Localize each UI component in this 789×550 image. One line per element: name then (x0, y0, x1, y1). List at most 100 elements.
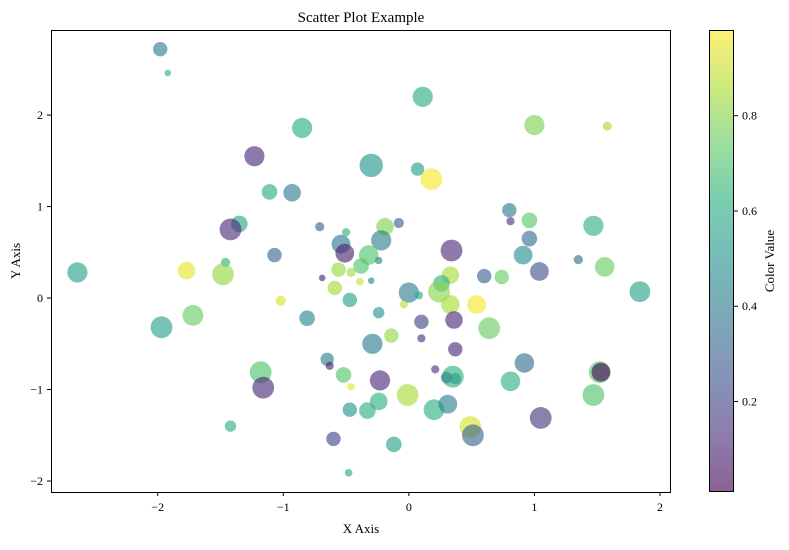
scatter-point (371, 230, 392, 251)
scatter-point (414, 314, 429, 329)
x-axis-label: X Axis (343, 521, 379, 536)
scatter-point (344, 469, 353, 477)
colorbar-frame (709, 30, 734, 492)
scatter-point (477, 268, 492, 284)
scatter-point (150, 316, 173, 339)
scatter-point (331, 262, 346, 277)
points-layer (67, 42, 651, 477)
scatter-point (445, 311, 463, 329)
scatter-point (335, 367, 352, 383)
scatter-point (431, 365, 440, 374)
y-tick-label: −1 (30, 383, 43, 397)
scatter-point (299, 310, 315, 327)
scatter-point (428, 280, 450, 303)
y-tick-label: −2 (30, 474, 43, 488)
scatter-point (342, 292, 357, 308)
x-tick-label: 1 (531, 500, 537, 514)
scatter-point (440, 239, 463, 262)
y-tick-label: 1 (37, 200, 43, 214)
scatter-point (153, 42, 168, 57)
colorbar-tick-label: 0.4 (742, 299, 757, 313)
scatter-point (524, 115, 545, 136)
plot-frame (51, 30, 671, 493)
scatter-point (219, 218, 242, 241)
scatter-point (342, 228, 351, 237)
colorbar-tick-label: 0.8 (742, 109, 757, 123)
scatter-point (283, 184, 301, 202)
scatter-point (410, 162, 425, 176)
scatter-point (347, 383, 355, 391)
scatter-point (438, 394, 458, 414)
scatter-point (67, 262, 88, 283)
scatter-point (326, 431, 341, 447)
scatter-point (502, 203, 517, 218)
scatter-point (440, 371, 453, 384)
scatter-point (325, 361, 334, 370)
scatter-point (417, 334, 426, 343)
x-tick-label: 0 (406, 500, 412, 514)
scatter-point (506, 217, 515, 226)
scatter-point (448, 342, 463, 357)
scatter-point (353, 258, 369, 274)
scatter-point (182, 305, 204, 326)
colorbar-ticks: 0.2 0.4 0.6 0.8 (734, 109, 757, 409)
scatter-point (369, 370, 391, 391)
scatter-point (573, 255, 583, 265)
scatter-point (367, 277, 375, 285)
scatter-point (521, 230, 538, 247)
scatter-point (275, 295, 286, 306)
scatter-point (374, 256, 383, 265)
scatter-point (398, 282, 419, 303)
scatter-point (420, 168, 443, 191)
scatter-point (583, 215, 604, 236)
y-axis-ticks: −2 −1 0 1 2 (30, 108, 51, 488)
x-tick-label: −2 (151, 500, 164, 514)
scatter-point (224, 420, 237, 432)
scatter-point (356, 277, 364, 286)
scatter-point (369, 392, 388, 411)
scatter-point (494, 269, 509, 285)
y-axis-label: Y Axis (8, 243, 23, 279)
scatter-point (629, 281, 651, 302)
scatter-point (346, 267, 356, 277)
y-tick-label: 2 (37, 108, 43, 122)
y-tick-label: 0 (37, 291, 43, 305)
scatter-point (399, 300, 408, 309)
scatter-point (252, 376, 275, 399)
scatter-point (500, 371, 521, 392)
scatter-point (318, 274, 326, 282)
scatter-point (335, 243, 355, 263)
scatter-point (414, 291, 423, 300)
scatter-point (362, 333, 383, 354)
scatter-point (602, 121, 612, 131)
scatter-point (513, 245, 533, 265)
scatter-point (449, 372, 461, 385)
scatter-point (514, 353, 535, 373)
colorbar-tick-label: 0.6 (742, 204, 757, 218)
colorbar (709, 30, 734, 492)
scatter-point (359, 153, 383, 178)
scatter-point (440, 295, 460, 314)
scatter-point (467, 295, 486, 314)
chart-title: Scatter Plot Example (298, 10, 425, 26)
scatter-point (384, 328, 399, 343)
scatter-point (292, 117, 313, 138)
colorbar-tick-label: 0.2 (742, 395, 757, 409)
scatter-point (594, 257, 615, 277)
scatter-point (412, 86, 433, 107)
scatter-point (521, 212, 538, 229)
scatter-point (582, 384, 605, 406)
scatter-point (396, 384, 419, 406)
x-tick-label: −1 (277, 500, 290, 514)
colorbar-label: Color Value (762, 230, 777, 292)
scatter-point (244, 146, 265, 167)
scatter-point (386, 436, 402, 453)
scatter-point (393, 217, 404, 229)
scatter-point (462, 424, 484, 447)
scatter-point (342, 402, 357, 417)
x-tick-label: 2 (657, 500, 663, 514)
x-axis-ticks: −2 −1 0 1 2 (151, 492, 663, 514)
scatter-point (315, 222, 325, 232)
